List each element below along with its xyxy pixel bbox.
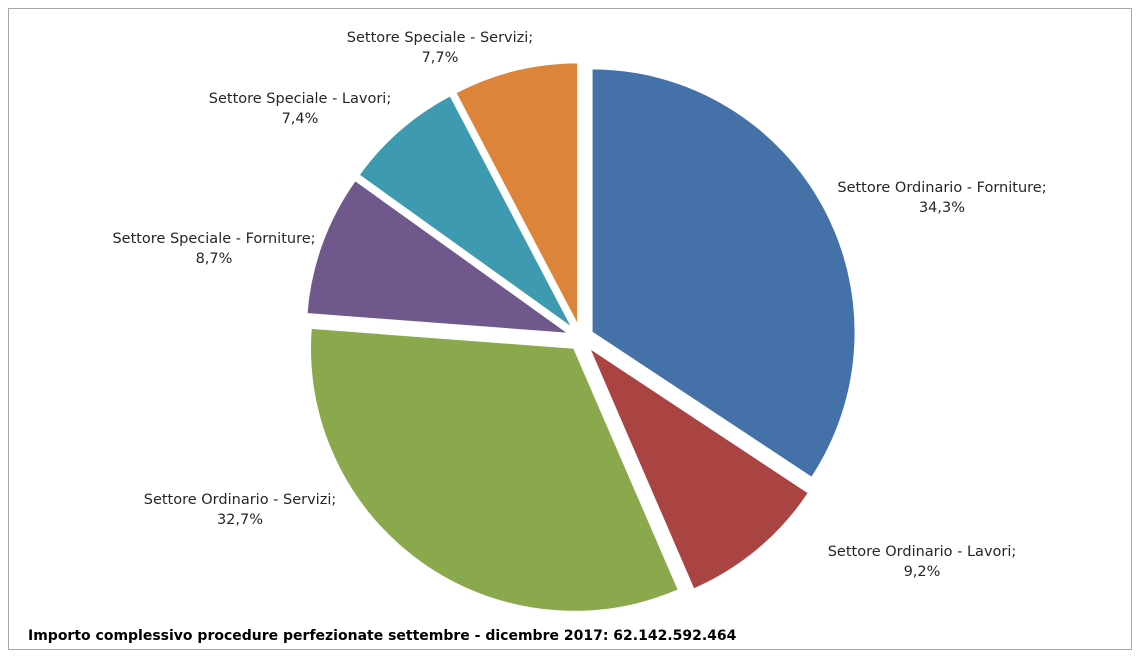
chart-footnote: Importo complessivo procedure perfeziona…: [28, 628, 737, 644]
slice-label-3: Settore Ordinario - Servizi; 32,7%: [144, 492, 337, 528]
slice-label-1: Settore Ordinario - Forniture; 34,3%: [837, 180, 1046, 216]
pie-slice-6: [453, 61, 580, 327]
slice-label-4: Settore Speciale - Forniture; 8,7%: [112, 231, 315, 267]
pie-slice-5: [357, 93, 575, 330]
slice-label-6: Settore Speciale - Servizi; 7,7%: [347, 30, 533, 66]
pie-slice-3: [309, 326, 681, 613]
slice-label-5: Settore Speciale - Lavori; 7,4%: [209, 91, 391, 127]
slice-label-2: Settore Ordinario - Lavori; 9,2%: [828, 544, 1017, 580]
pie-slice-1: [590, 67, 857, 480]
pie-slice-2: [586, 344, 811, 591]
pie-slice-4: [305, 178, 574, 336]
